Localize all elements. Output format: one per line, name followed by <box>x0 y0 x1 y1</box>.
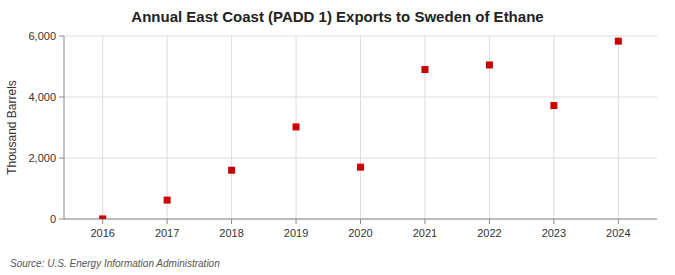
y-tick <box>59 158 64 159</box>
point <box>421 66 428 73</box>
x-grid-line <box>102 36 103 219</box>
x-tick <box>489 219 490 224</box>
x-tick-label: 2024 <box>606 227 630 239</box>
y-tick-label: 0 <box>50 213 56 225</box>
y-tick-label: 4,000 <box>28 91 56 103</box>
point <box>550 102 557 109</box>
point <box>486 61 493 68</box>
x-grid-line <box>360 36 361 219</box>
axes: 0 2,000 4,000 6,000 2016 2017 2018 2019 2020 2021… <box>28 30 657 239</box>
x-tick-label: 2021 <box>413 227 437 239</box>
x-tick-label: 2016 <box>90 227 114 239</box>
x-grid-line <box>167 36 168 219</box>
points <box>99 38 622 219</box>
x-grid-line <box>553 36 554 219</box>
y-tick-label: 2,000 <box>28 152 56 164</box>
x-tick <box>553 219 554 224</box>
x-tick-label: 2022 <box>477 227 501 239</box>
grid <box>64 36 657 219</box>
y-tick <box>59 97 64 98</box>
x-tick <box>360 219 361 224</box>
x-tick <box>231 219 232 224</box>
y-axis-label: Thousand Barrels <box>5 80 19 175</box>
x-grid-line <box>231 36 232 219</box>
x-tick <box>102 219 103 224</box>
point <box>164 197 171 204</box>
chart-svg: 0 2,000 4,000 6,000 2016 2017 2018 2019 2020 2021… <box>0 0 675 275</box>
x-axis-line <box>64 219 657 220</box>
x-tick-label: 2018 <box>219 227 243 239</box>
point <box>615 38 622 45</box>
x-tick-label: 2019 <box>284 227 308 239</box>
title: Annual East Coast (PADD 1) Exports to Sw… <box>131 8 543 25</box>
x-tick-label: 2020 <box>348 227 372 239</box>
y-tick <box>59 219 64 220</box>
point <box>357 164 364 171</box>
y-grid-line <box>64 219 657 220</box>
point <box>99 215 106 219</box>
chart-container: 0 2,000 4,000 6,000 2016 2017 2018 2019 2020 2021… <box>0 0 675 275</box>
y-axis-line <box>64 36 65 219</box>
x-tick-label: 2017 <box>155 227 179 239</box>
x-tick-label: 2023 <box>542 227 566 239</box>
y-tick <box>59 36 64 37</box>
point <box>293 123 300 130</box>
x-tick <box>296 219 297 224</box>
x-grid-line <box>618 36 619 219</box>
y-tick-label: 6,000 <box>28 30 56 42</box>
source-note: Source: U.S. Energy Information Administ… <box>10 258 220 269</box>
point <box>228 167 235 174</box>
x-tick <box>424 219 425 224</box>
x-tick <box>618 219 619 224</box>
x-tick <box>167 219 168 224</box>
x-grid-line <box>424 36 425 219</box>
